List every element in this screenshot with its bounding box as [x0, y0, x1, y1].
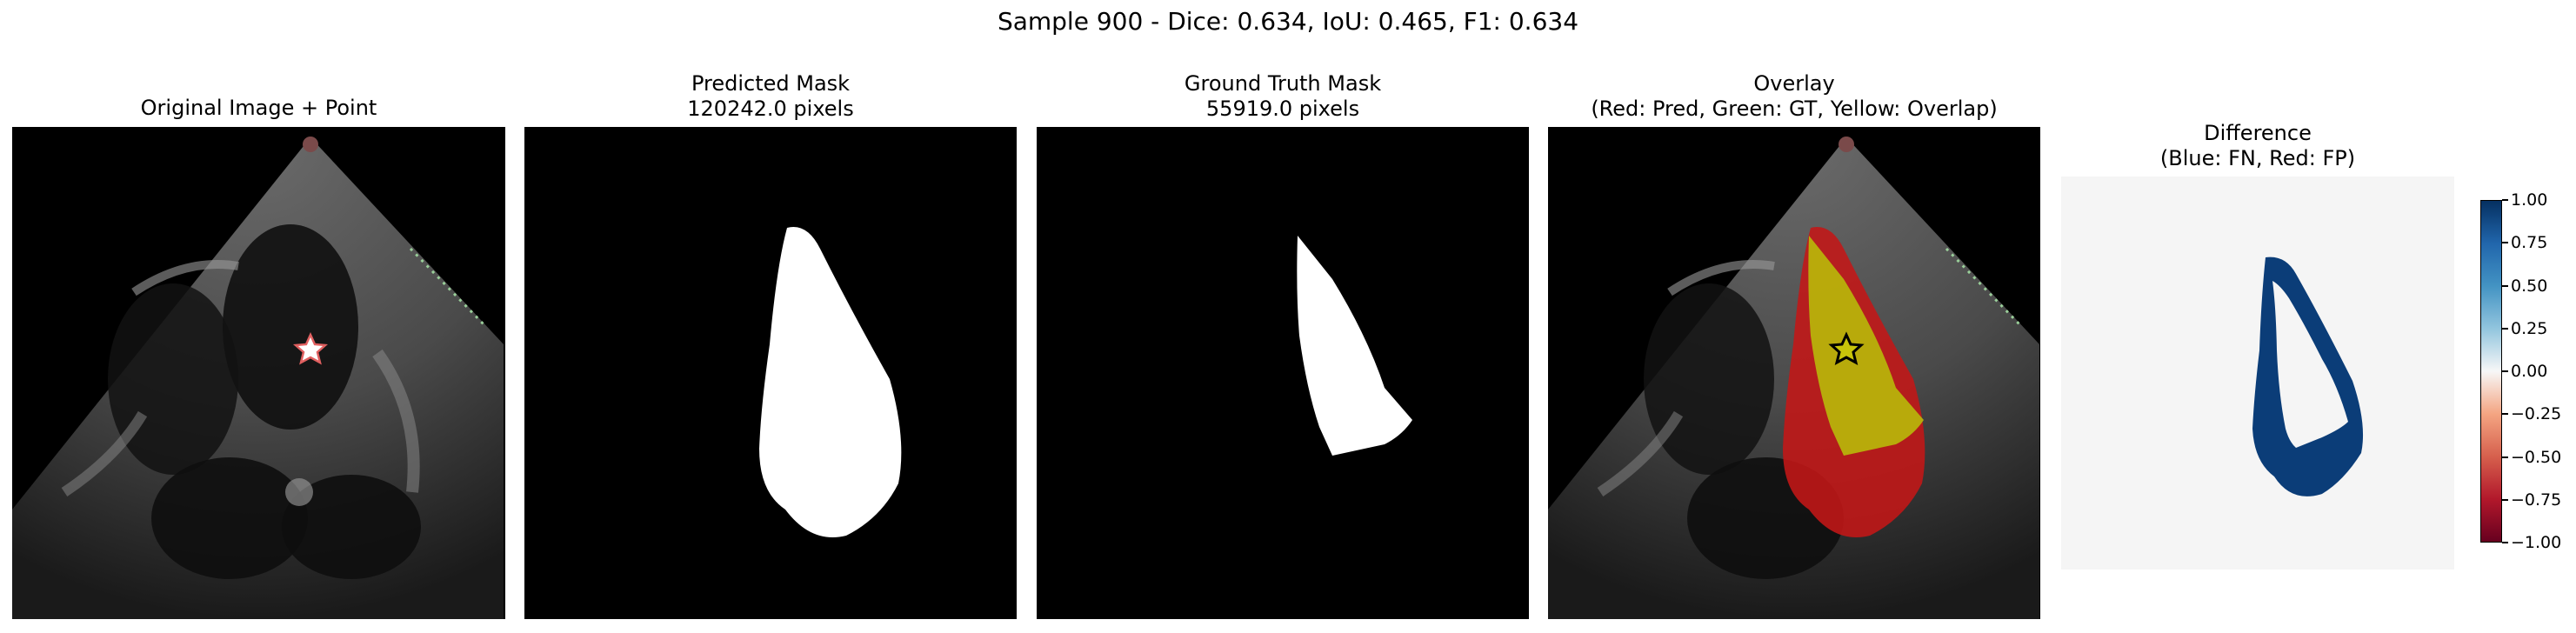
panel-title-original: Original Image + Point	[12, 96, 505, 121]
panel-subtitle-overlay: (Red: Pred, Green: GT, Yellow: Overlap)	[1591, 97, 1998, 121]
probe-marker-icon	[1839, 137, 1854, 152]
colorbar-tick-mark	[2502, 542, 2508, 543]
colorbar-tick-mark	[2502, 370, 2508, 372]
panel-title-predicted-line: Predicted Mask	[691, 71, 851, 96]
colorbar-tick-label: 1.00	[2511, 190, 2548, 210]
colorbar-tick-label: 0.50	[2511, 276, 2548, 296]
panel-subtitle-difference: (Blue: FN, Red: FP)	[2159, 146, 2356, 170]
colorbar-tick-mark	[2502, 413, 2508, 416]
panel-predicted-mask	[524, 127, 1017, 619]
colorbar-tick-mark	[2502, 498, 2508, 501]
predicted-mask-region	[759, 227, 902, 537]
panel-title-ground-truth-line: Ground Truth Mask	[1184, 71, 1382, 96]
panel-overlay	[1548, 127, 2040, 619]
colorbar-tick-label: −0.75	[2511, 490, 2562, 510]
probe-marker-icon	[303, 137, 318, 152]
overlay-overlap-region	[1808, 236, 1924, 456]
figure-title: Sample 900 - Dice: 0.634, IoU: 0.465, F1…	[997, 7, 1579, 36]
colorbar-tick-mark	[2502, 284, 2508, 287]
panel-title-difference: Difference (Blue: FN, Red: FP)	[2061, 121, 2454, 171]
prompt-point-star-icon	[292, 331, 329, 365]
panel-difference	[2061, 177, 2454, 570]
colorbar-tick-label: −0.25	[2511, 404, 2562, 424]
panel-title-difference-line: Difference	[2204, 121, 2312, 145]
panel-title-original-line: Original Image + Point	[140, 96, 377, 120]
colorbar-tick-label: 0.75	[2511, 233, 2548, 253]
ground-truth-mask-region	[1297, 236, 1412, 456]
colorbar-tick-mark	[2502, 199, 2508, 201]
colorbar-tick-label: 0.00	[2511, 362, 2548, 381]
panel-title-overlay: Overlay (Red: Pred, Green: GT, Yellow: O…	[1548, 71, 2040, 122]
colorbar-tick-label: −0.50	[2511, 447, 2562, 467]
panel-subtitle-predicted: 120242.0 pixels	[687, 97, 854, 121]
colorbar-tick-label: −1.00	[2511, 533, 2562, 552]
colorbar-tick-label: 0.25	[2511, 318, 2548, 338]
panel-title-ground-truth: Ground Truth Mask 55919.0 pixels	[1037, 71, 1529, 122]
colorbar	[2480, 200, 2502, 543]
panel-title-overlay-line: Overlay	[1753, 71, 1835, 96]
panel-original-image	[12, 127, 505, 619]
colorbar-tick-mark	[2502, 327, 2508, 330]
false-negative-region	[2252, 257, 2364, 496]
colorbar-tick-mark	[2502, 456, 2508, 458]
panel-title-predicted: Predicted Mask 120242.0 pixels	[524, 71, 1017, 122]
panel-subtitle-ground-truth: 55919.0 pixels	[1205, 97, 1360, 121]
colorbar-tick-mark	[2502, 242, 2508, 244]
prompt-point-star-icon	[1828, 331, 1865, 365]
panel-ground-truth-mask	[1037, 127, 1529, 619]
